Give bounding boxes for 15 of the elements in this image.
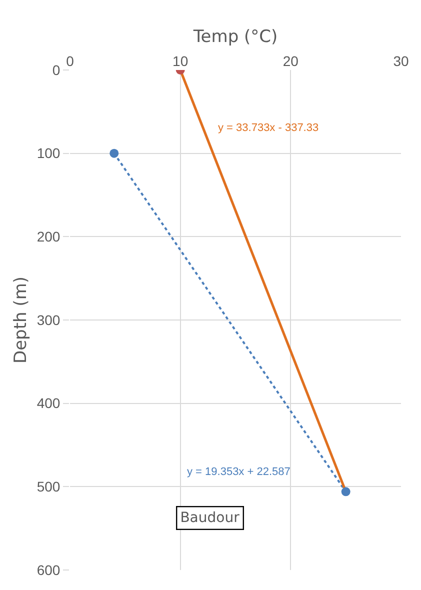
x-tick-label: 30 <box>393 53 409 70</box>
x-tick-label: 0 <box>66 53 74 70</box>
annotation: y = 19.353x + 22.587 <box>187 466 290 478</box>
y-tick-label: 300 <box>36 312 60 328</box>
x-tick-label: 10 <box>172 53 188 70</box>
y-tick-label: 600 <box>36 562 60 578</box>
annotation: Baudour <box>180 510 240 526</box>
x-tick-label: 20 <box>282 53 299 70</box>
y-tick-label: 400 <box>36 395 60 412</box>
y-axis-title: Depth (m) <box>11 276 31 364</box>
annotation: y = 33.733x - 337.33 <box>218 122 319 134</box>
y-tick-label: 500 <box>36 478 60 495</box>
y-tick-label: 200 <box>36 228 60 245</box>
y-tick-label: 100 <box>36 145 60 162</box>
x-axis-title: Temp (°C) <box>192 26 278 47</box>
